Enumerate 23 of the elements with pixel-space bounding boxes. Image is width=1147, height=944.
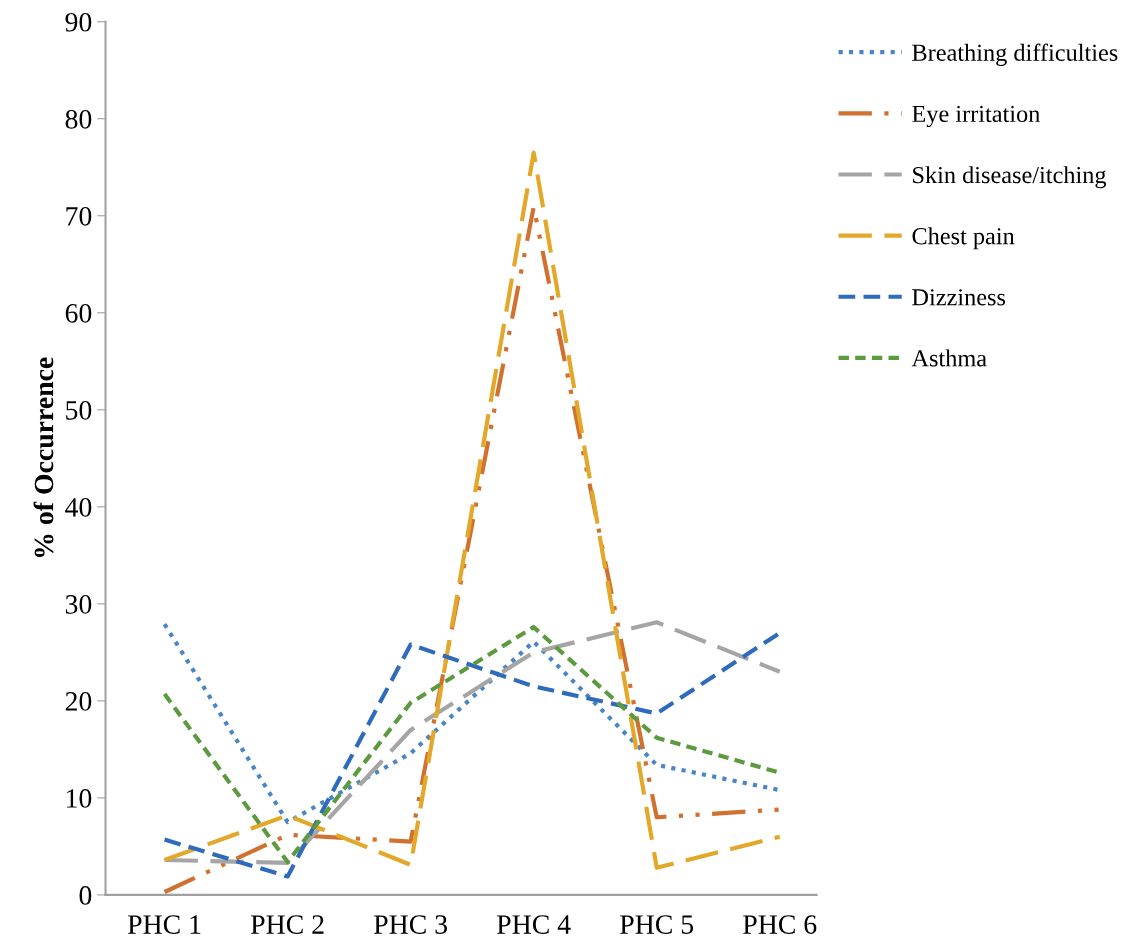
y-tick-label: 20 bbox=[65, 692, 92, 711]
y-tick-label: 40 bbox=[65, 497, 92, 517]
x-tick-label: PHC 2 bbox=[250, 915, 324, 934]
y-tick-label: 90 bbox=[65, 12, 92, 32]
x-tick-label: PHC 3 bbox=[374, 915, 447, 934]
legend-label: Dizziness bbox=[912, 289, 1006, 306]
x-tick-label: PHC 6 bbox=[743, 915, 817, 934]
legend-label: Asthma bbox=[911, 349, 987, 367]
x-tick-label: PHC 4 bbox=[497, 915, 571, 934]
y-tick-label: 10 bbox=[67, 789, 92, 808]
x-tick-label: PHC 1 bbox=[127, 915, 201, 934]
y-axis-title: % of Occurrence bbox=[33, 357, 54, 558]
y-tick-label: 60 bbox=[65, 303, 92, 323]
y-tick-label: 80 bbox=[65, 109, 92, 129]
legend-label: Eye irritation bbox=[912, 105, 1040, 128]
y-tick-label: 30 bbox=[65, 595, 92, 614]
y-tick-label: 70 bbox=[66, 206, 92, 226]
x-tick-label: PHC 5 bbox=[620, 915, 694, 934]
legend-label: Chest pain bbox=[912, 227, 1015, 250]
y-tick-label: 0 bbox=[79, 886, 92, 905]
legend-label: Breathing difficulties bbox=[912, 43, 1118, 66]
legend-label: Skin disease/itching bbox=[913, 166, 1107, 189]
y-tick-label: 50 bbox=[66, 400, 92, 420]
